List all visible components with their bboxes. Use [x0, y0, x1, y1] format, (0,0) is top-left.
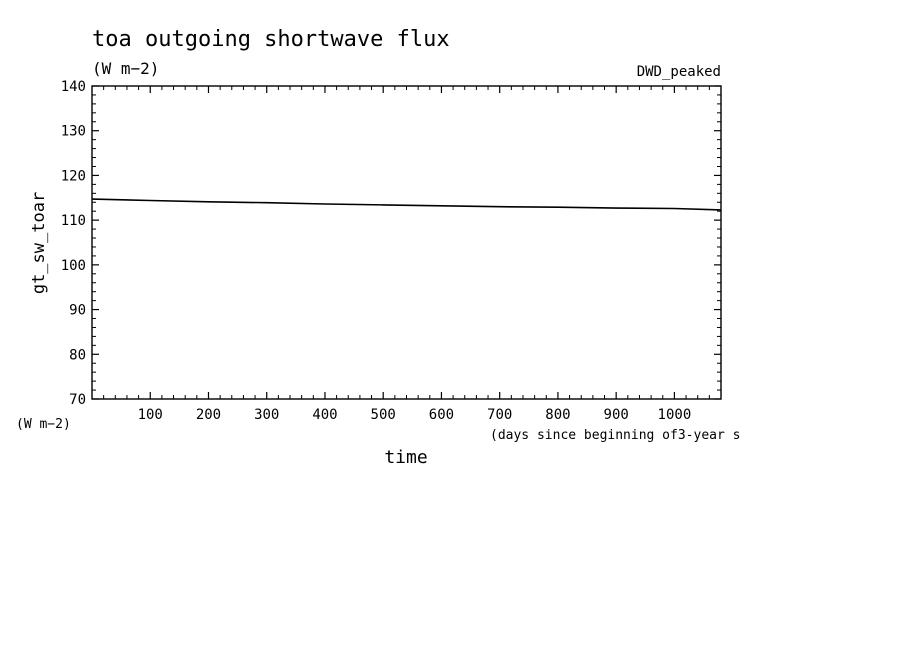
x-tick-label: 200: [196, 407, 221, 423]
x-tick-label: 400: [312, 407, 337, 423]
x-axis-unit: (days since beginning of3-year s: [490, 428, 740, 443]
tick-labels: 100 200 300 400 500 600 700 800 900 1000 70 80 90 100…: [61, 79, 692, 423]
y-tick-label: 70: [69, 392, 86, 408]
series-line: [91, 198, 722, 211]
y-tick-label: 140: [61, 79, 86, 95]
y-axis-unit: (W m−2): [16, 417, 71, 432]
y-tick-label: 120: [61, 168, 86, 184]
x-axis-label: time: [384, 447, 427, 468]
x-tick-label: 700: [487, 407, 512, 423]
y-tick-label: 80: [69, 347, 86, 363]
x-tick-label: 1000: [658, 407, 692, 423]
x-tick-label: 300: [254, 407, 279, 423]
plot-frame: [91, 85, 722, 400]
x-tick-label: 800: [545, 407, 570, 423]
x-tick-label: 600: [429, 407, 454, 423]
series-layer: [91, 198, 722, 211]
y-tick-label: 130: [61, 124, 86, 140]
y-tick-label: 100: [61, 258, 86, 274]
chart-subtitle: (W m−2): [92, 59, 159, 78]
chart-title: toa outgoing shortwave flux: [92, 27, 450, 52]
y-tick-label: 90: [69, 303, 86, 319]
x-tick-label: 900: [604, 407, 629, 423]
x-tick-label: 500: [371, 407, 396, 423]
chart-annotation: DWD_peaked: [637, 64, 721, 80]
y-tick-label: 110: [61, 213, 86, 229]
x-tick-label: 100: [138, 407, 163, 423]
y-axis-label: gt_sw_toar: [29, 192, 49, 294]
